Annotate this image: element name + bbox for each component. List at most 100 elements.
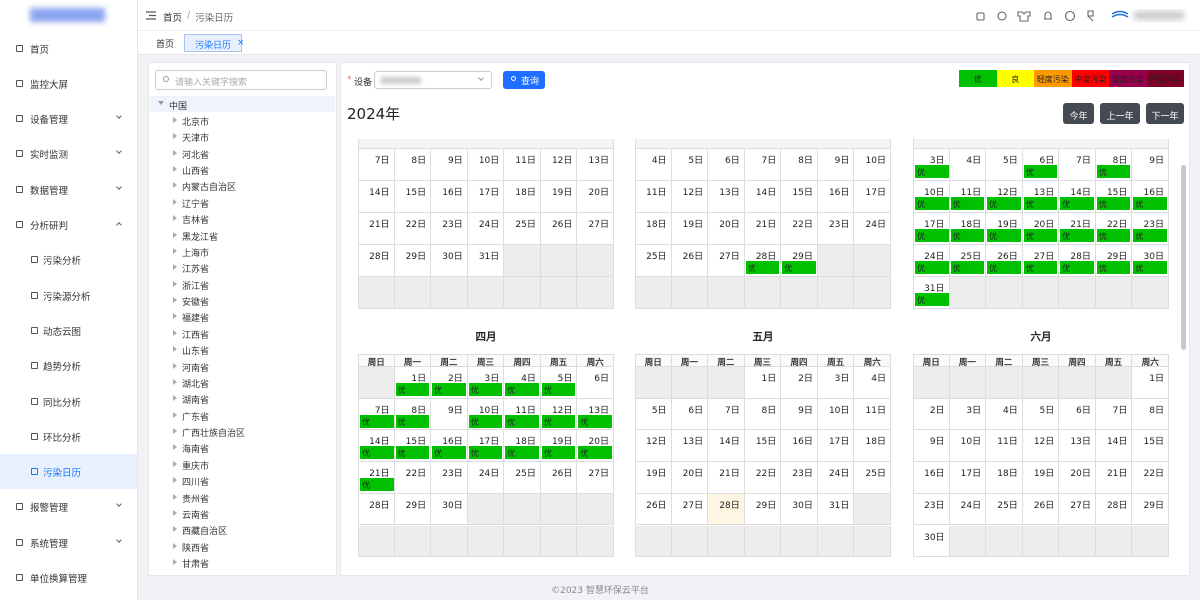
- tree-node[interactable]: 辽宁省: [150, 194, 335, 210]
- day-cell[interactable]: 23日优: [1132, 213, 1169, 245]
- tree-node[interactable]: 云南省: [150, 505, 335, 521]
- day-cell[interactable]: 7日优: [358, 398, 395, 431]
- day-cell[interactable]: 2日: [913, 398, 950, 431]
- tree-node[interactable]: 吉林省: [150, 210, 335, 226]
- tree-node[interactable]: 广东省: [150, 407, 335, 423]
- tree-node[interactable]: 湖南省: [150, 390, 335, 406]
- day-cell[interactable]: 20日: [1059, 462, 1096, 494]
- day-cell[interactable]: 11日优: [949, 181, 987, 213]
- day-cell[interactable]: 29日优: [781, 245, 818, 277]
- day-cell[interactable]: 4日: [986, 398, 1023, 431]
- day-cell[interactable]: 9日: [431, 398, 468, 431]
- tree-node[interactable]: 河北省: [150, 145, 335, 161]
- day-cell[interactable]: 10日: [949, 430, 987, 463]
- day-cell[interactable]: 20日: [671, 462, 709, 494]
- day-cell[interactable]: 25日: [986, 493, 1023, 526]
- day-cell[interactable]: 4日: [949, 149, 987, 181]
- tree-node[interactable]: 贵州省: [150, 489, 335, 505]
- day-cell[interactable]: 21日: [708, 462, 745, 494]
- day-cell[interactable]: 16日优: [431, 430, 468, 463]
- day-cell[interactable]: 18日: [986, 462, 1023, 494]
- day-cell[interactable]: 7日: [708, 398, 745, 431]
- menu-item[interactable]: 监控大屏: [0, 66, 137, 101]
- submenu-item[interactable]: 污染源分析: [0, 278, 137, 313]
- day-cell[interactable]: 6日: [1059, 398, 1096, 431]
- day-cell[interactable]: 6日: [708, 149, 745, 181]
- day-cell[interactable]: 24日: [949, 493, 987, 526]
- tree-node[interactable]: 江西省: [150, 325, 335, 341]
- day-cell[interactable]: 27日优: [1022, 245, 1060, 277]
- day-cell[interactable]: 23日: [817, 213, 855, 245]
- day-cell[interactable]: 15日: [394, 181, 432, 213]
- day-cell[interactable]: 24日: [467, 462, 505, 494]
- day-cell[interactable]: 27日: [708, 245, 745, 277]
- day-cell[interactable]: 8日: [781, 149, 818, 181]
- year-button[interactable]: 上一年: [1100, 103, 1140, 124]
- year-button[interactable]: 下一年: [1146, 103, 1184, 124]
- day-cell[interactable]: 4日: [854, 367, 891, 399]
- day-cell[interactable]: 3日: [817, 367, 855, 399]
- day-cell[interactable]: 14日: [358, 181, 395, 213]
- day-cell[interactable]: 19日优: [540, 430, 578, 463]
- day-cell[interactable]: 6日: [577, 367, 614, 399]
- day-cell[interactable]: 20日: [708, 213, 745, 245]
- day-cell[interactable]: 26日: [540, 213, 578, 245]
- day-cell[interactable]: 28日: [708, 493, 745, 526]
- menu-item[interactable]: 报警管理: [0, 489, 137, 524]
- day-cell[interactable]: 12日: [635, 430, 672, 463]
- day-cell[interactable]: 17日: [817, 430, 855, 463]
- tree-node[interactable]: 北京市: [150, 112, 335, 128]
- day-cell[interactable]: 17日优: [913, 213, 950, 245]
- day-cell[interactable]: 22日: [781, 213, 818, 245]
- day-cell[interactable]: 10日优: [467, 398, 505, 431]
- breadcrumb-item[interactable]: 首页: [163, 13, 183, 24]
- menu-item[interactable]: 单位换算管理: [0, 560, 137, 595]
- day-cell[interactable]: 10日: [854, 149, 891, 181]
- day-cell[interactable]: 21日优: [1059, 213, 1096, 245]
- submenu-item[interactable]: 污染分析: [0, 242, 137, 277]
- day-cell[interactable]: 30日: [431, 493, 468, 526]
- day-cell[interactable]: 19日: [540, 181, 578, 213]
- day-cell[interactable]: 9日: [1132, 149, 1169, 181]
- day-cell[interactable]: 13日: [1059, 430, 1096, 463]
- day-cell[interactable]: 28日: [358, 245, 395, 277]
- submenu-item[interactable]: 同比分析: [0, 384, 137, 419]
- day-cell[interactable]: 31日: [817, 493, 855, 526]
- search-input[interactable]: 请输入关键字搜索: [155, 70, 327, 90]
- day-cell[interactable]: 30日: [431, 245, 468, 277]
- day-cell[interactable]: 8日: [744, 398, 782, 431]
- day-cell[interactable]: 24日: [467, 213, 505, 245]
- day-cell[interactable]: 11日优: [504, 398, 541, 431]
- tree-node[interactable]: 广西壮族自治区: [150, 423, 335, 439]
- day-cell[interactable]: 31日优: [913, 277, 950, 309]
- day-cell[interactable]: 27日: [1059, 493, 1096, 526]
- day-cell[interactable]: 7日: [1059, 149, 1096, 181]
- day-cell[interactable]: 31日: [467, 245, 505, 277]
- day-cell[interactable]: 21日优: [358, 462, 395, 494]
- day-cell[interactable]: 17日: [949, 462, 987, 494]
- day-cell[interactable]: 5日优: [540, 367, 578, 399]
- day-cell[interactable]: 16日优: [1132, 181, 1169, 213]
- day-cell[interactable]: 29日: [394, 493, 432, 526]
- day-cell[interactable]: 17日优: [467, 430, 505, 463]
- day-cell[interactable]: 13日: [708, 181, 745, 213]
- day-cell[interactable]: 26日: [1022, 493, 1060, 526]
- scrollbar[interactable]: [1181, 165, 1186, 350]
- day-cell[interactable]: 26日: [671, 245, 709, 277]
- day-cell[interactable]: 19日优: [986, 213, 1023, 245]
- day-cell[interactable]: 22日: [394, 213, 432, 245]
- day-cell[interactable]: 3日: [949, 398, 987, 431]
- day-cell[interactable]: 12日优: [540, 398, 578, 431]
- menu-item[interactable]: 系统管理: [0, 525, 137, 560]
- menu-item[interactable]: 首页: [0, 31, 137, 66]
- tab-close[interactable]: ×: [237, 38, 245, 48]
- day-cell[interactable]: 18日: [854, 430, 891, 463]
- day-cell[interactable]: 9日: [913, 430, 950, 463]
- day-cell[interactable]: 22日: [394, 462, 432, 494]
- day-cell[interactable]: 4日优: [504, 367, 541, 399]
- day-cell[interactable]: 29日: [744, 493, 782, 526]
- day-cell[interactable]: 17日: [467, 181, 505, 213]
- tree-node[interactable]: 西藏自治区: [150, 521, 335, 537]
- day-cell[interactable]: 28日优: [1059, 245, 1096, 277]
- day-cell[interactable]: 23日: [781, 462, 818, 494]
